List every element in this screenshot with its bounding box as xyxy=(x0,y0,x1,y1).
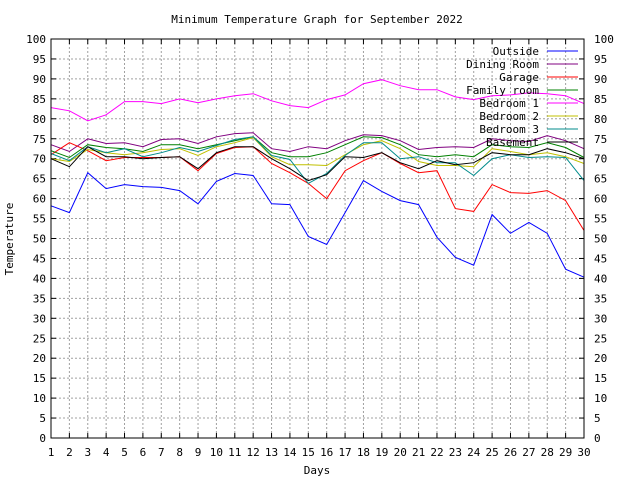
y-tick-label-right: 35 xyxy=(594,292,607,305)
legend-label-family-room: Family room xyxy=(466,84,539,97)
y-tick-label-right: 30 xyxy=(594,312,607,325)
x-tick-label: 1 xyxy=(48,446,55,459)
x-tick-label: 27 xyxy=(522,446,535,459)
y-tick-label-right: 20 xyxy=(594,352,607,365)
x-tick-label: 12 xyxy=(247,446,260,459)
y-tick-label-right: 15 xyxy=(594,372,607,385)
y-tick-label-right: 25 xyxy=(594,332,607,345)
y-tick-label-right: 95 xyxy=(594,53,607,66)
series-lines xyxy=(50,79,585,278)
x-axis-label: Days xyxy=(304,464,331,477)
series-line-bedroom-2 xyxy=(50,137,585,168)
legend-label-outside: Outside xyxy=(493,45,539,58)
x-tick-label: 23 xyxy=(449,446,462,459)
y-tick-label-right: 50 xyxy=(594,233,607,246)
x-tick-label: 10 xyxy=(210,446,223,459)
x-tick-label: 17 xyxy=(338,446,351,459)
x-tick-label: 13 xyxy=(265,446,278,459)
x-tick-label: 14 xyxy=(283,446,297,459)
series-line-garage xyxy=(50,142,585,231)
y-tick-label-left: 90 xyxy=(33,73,46,86)
x-tick-label: 29 xyxy=(559,446,572,459)
y-tick-label-left: 80 xyxy=(33,113,46,126)
x-tick-label: 30 xyxy=(577,446,590,459)
x-tick-label: 22 xyxy=(430,446,443,459)
series-line-dining-room xyxy=(50,132,585,153)
y-tick-label-left: 60 xyxy=(33,193,46,206)
legend-label-dining-room: Dining Room xyxy=(466,58,539,71)
y-tick-label-right: 85 xyxy=(594,93,607,106)
y-tick-label-right: 65 xyxy=(594,173,607,186)
x-tick-label: 4 xyxy=(103,446,110,459)
x-tick-label: 21 xyxy=(412,446,425,459)
y-tick-label-left: 85 xyxy=(33,93,46,106)
x-tick-label: 15 xyxy=(302,446,315,459)
y-tick-label-left: 0 xyxy=(39,432,46,445)
y-tick-label-right: 5 xyxy=(594,412,601,425)
y-tick-label-right: 80 xyxy=(594,113,607,126)
x-tick-label: 11 xyxy=(228,446,241,459)
y-tick-label-left: 70 xyxy=(33,153,46,166)
y-tick-label-right: 60 xyxy=(594,193,607,206)
x-tick-label: 20 xyxy=(394,446,407,459)
y-tick-label-left: 50 xyxy=(33,233,46,246)
x-tick-label: 5 xyxy=(121,446,128,459)
y-tick-label-right: 0 xyxy=(594,432,601,445)
y-tick-label-left: 45 xyxy=(33,252,46,265)
y-tick-label-left: 100 xyxy=(26,33,46,46)
y-tick-label-left: 10 xyxy=(33,392,46,405)
legend-label-bedroom-2: Bedroom 2 xyxy=(479,110,539,123)
x-tick-label: 6 xyxy=(140,446,147,459)
legend-label-basement: Basement xyxy=(486,136,539,149)
y-tick-label-right: 40 xyxy=(594,272,607,285)
chart-title: Minimum Temperature Graph for September … xyxy=(171,13,462,26)
y-tick-label-left: 20 xyxy=(33,352,46,365)
x-tick-label: 28 xyxy=(541,446,554,459)
y-tick-label-left: 5 xyxy=(39,412,46,425)
series-line-outside xyxy=(50,171,585,278)
legend-label-bedroom-1: Bedroom 1 xyxy=(479,97,539,110)
y-tick-label-right: 70 xyxy=(594,153,607,166)
legend-label-bedroom-3: Bedroom 3 xyxy=(479,123,539,136)
y-tick-label-left: 75 xyxy=(33,133,46,146)
series-line-bedroom-1 xyxy=(50,79,585,122)
y-tick-label-right: 55 xyxy=(594,213,607,226)
y-tick-label-right: 100 xyxy=(594,33,614,46)
x-tick-label: 8 xyxy=(176,446,183,459)
series-line-bedroom-3 xyxy=(50,136,585,185)
x-tick-label: 2 xyxy=(66,446,73,459)
y-tick-label-left: 40 xyxy=(33,272,46,285)
legend-label-garage: Garage xyxy=(499,71,539,84)
y-tick-label-left: 30 xyxy=(33,312,46,325)
y-tick-label-left: 95 xyxy=(33,53,46,66)
x-tick-label: 9 xyxy=(195,446,202,459)
x-tick-label: 19 xyxy=(375,446,388,459)
plot-frame xyxy=(50,38,585,439)
y-tick-label-left: 25 xyxy=(33,332,46,345)
y-tick-label-right: 75 xyxy=(594,133,607,146)
x-tick-label: 24 xyxy=(467,446,481,459)
y-tick-label-right: 90 xyxy=(594,73,607,86)
x-tick-label: 7 xyxy=(158,446,165,459)
y-tick-label-right: 10 xyxy=(594,392,607,405)
x-tick-label: 26 xyxy=(504,446,517,459)
grid-lines xyxy=(51,39,584,438)
x-tick-label: 3 xyxy=(84,446,91,459)
y-tick-label-right: 45 xyxy=(594,252,607,265)
x-tick-label: 16 xyxy=(320,446,333,459)
y-axis-label: Temperature xyxy=(3,203,16,276)
y-tick-label-left: 15 xyxy=(33,372,46,385)
x-tick-label: 25 xyxy=(485,446,498,459)
y-tick-label-left: 35 xyxy=(33,292,46,305)
series-line-basement xyxy=(50,146,585,182)
series-line-family-room xyxy=(50,136,585,159)
y-tick-label-left: 65 xyxy=(33,173,46,186)
y-tick-label-left: 55 xyxy=(33,213,46,226)
x-tick-label: 18 xyxy=(357,446,370,459)
